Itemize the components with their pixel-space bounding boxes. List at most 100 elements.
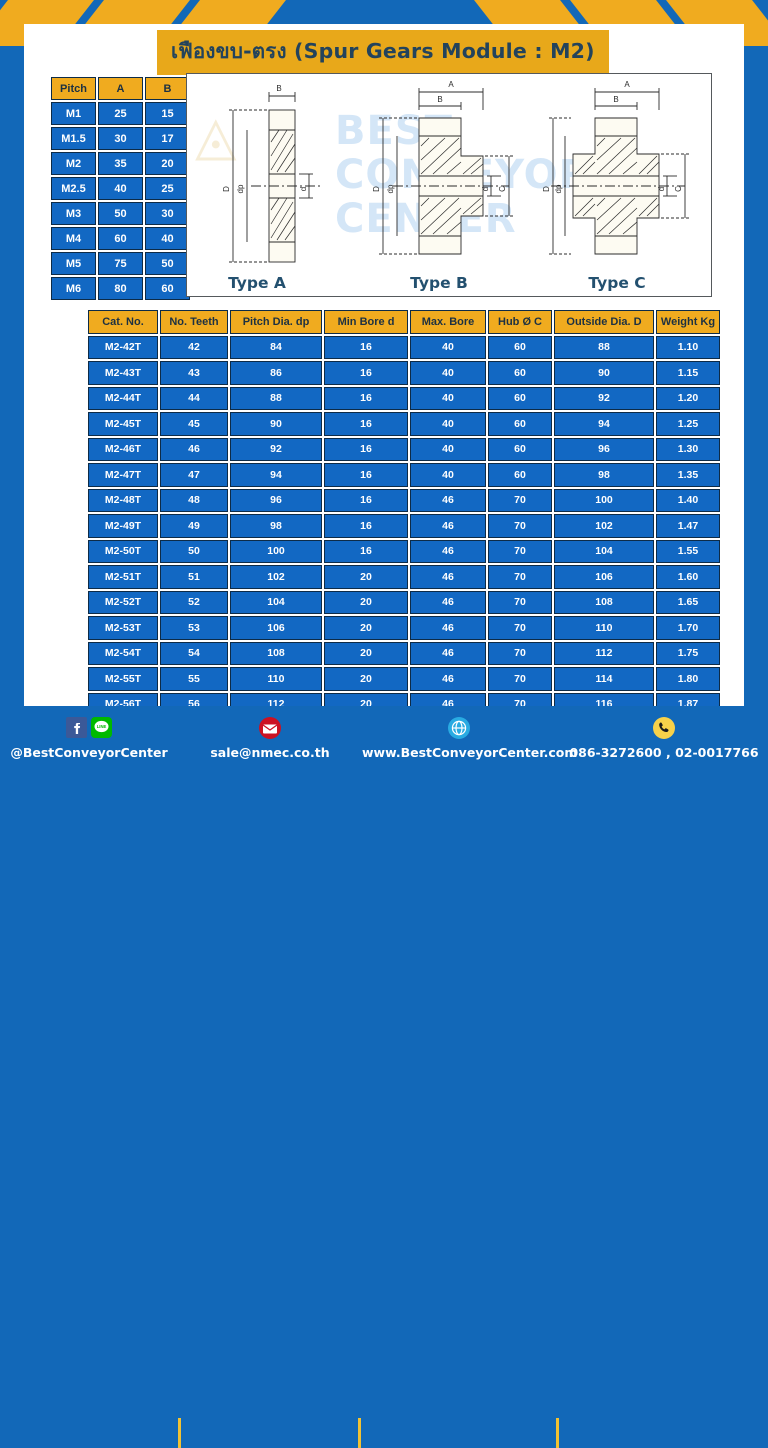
spec-cell: 1.10: [656, 335, 720, 359]
spec-cell: 102: [230, 565, 322, 589]
spec-cell: 98: [230, 514, 322, 538]
spec-cell: 52: [160, 590, 228, 614]
pitch-table-row: M2 35 20: [51, 152, 190, 175]
spec-cell: 70: [488, 616, 552, 640]
spec-cell: 1.15: [656, 361, 720, 385]
table-row: M2-48T 48 96 16 46 70 100 1.40: [88, 488, 720, 512]
specification-table: Cat. No. No. Teeth Pitch Dia. dp Min Bore d…: [86, 308, 722, 718]
phone-icon[interactable]: [652, 716, 676, 745]
spec-cell: 46: [410, 488, 486, 512]
phone-numbers[interactable]: 086-3272600 , 02-0017766: [569, 745, 759, 760]
table-row: M2-51T 51 102 20 46 70 106 1.60: [88, 565, 720, 589]
spec-cell: 40: [410, 412, 486, 436]
spec-cell: 94: [230, 463, 322, 487]
spec-cell: 54: [160, 641, 228, 665]
spec-cell: 47: [160, 463, 228, 487]
spec-cell: M2-50T: [88, 539, 158, 563]
spec-cell: 1.55: [656, 539, 720, 563]
spec-cell: 88: [554, 335, 654, 359]
spec-cell: 16: [324, 335, 408, 359]
spec-cell: 46: [410, 667, 486, 691]
spec-col-7: Weight Kg: [656, 310, 720, 334]
email-icon[interactable]: [258, 716, 282, 745]
spec-cell: 55: [160, 667, 228, 691]
svg-text:C: C: [674, 186, 683, 192]
spec-cell: 1.47: [656, 514, 720, 538]
line-icon[interactable]: LINE: [91, 717, 112, 743]
svg-text:d: d: [481, 187, 490, 191]
spec-col-3: Min Bore d: [324, 310, 408, 334]
globe-icon[interactable]: [447, 716, 471, 745]
footer-email[interactable]: sale@nmec.co.th: [182, 716, 358, 760]
facebook-handle[interactable]: @BestConveyorCenter: [10, 745, 168, 760]
spec-cell: 104: [230, 590, 322, 614]
email-address[interactable]: sale@nmec.co.th: [210, 745, 330, 760]
spec-cell: 60: [488, 386, 552, 410]
spec-cell: M2-54T: [88, 641, 158, 665]
spec-cell: 1.20: [656, 386, 720, 410]
pitch-table: Pitch A B M1 25 15 M1.5 30 17 M2 35 20 M2.5 40 25 M3…: [49, 75, 192, 302]
svg-text:LINE: LINE: [97, 724, 107, 729]
spec-cell: M2-55T: [88, 667, 158, 691]
pitch-col-a: A: [98, 77, 143, 100]
spec-cell: 102: [554, 514, 654, 538]
spec-cell: M2-45T: [88, 412, 158, 436]
svg-text:C: C: [498, 186, 507, 192]
spec-cell: M2-48T: [88, 488, 158, 512]
website-url[interactable]: www.BestConveyorCenter.com: [362, 745, 578, 760]
footer-social[interactable]: LINE @BestConveyorCenter: [0, 717, 178, 760]
pitch-col-pitch: Pitch: [51, 77, 96, 100]
spec-cell: 20: [324, 667, 408, 691]
spec-cell: 49: [160, 514, 228, 538]
spec-col-2: Pitch Dia. dp: [230, 310, 322, 334]
table-row: M2-54T 54 108 20 46 70 112 1.75: [88, 641, 720, 665]
spec-cell: 46: [410, 641, 486, 665]
svg-text:dp: dp: [386, 184, 395, 193]
spec-cell: 46: [410, 590, 486, 614]
type-c-label: Type C: [588, 274, 646, 292]
pitch-table-cell: 30: [98, 127, 143, 150]
spec-cell: M2-53T: [88, 616, 158, 640]
page-title: เฟืองขบ-ตรง (Spur Gears Module : M2): [157, 30, 609, 75]
spec-cell: 40: [410, 437, 486, 461]
pitch-table-cell: 25: [98, 102, 143, 125]
spec-cell: 20: [324, 616, 408, 640]
footer-phone[interactable]: 086-3272600 , 02-0017766: [560, 716, 768, 760]
svg-text:D: D: [542, 186, 551, 192]
type-a-label: Type A: [228, 274, 286, 292]
pitch-table-cell: M2: [51, 152, 96, 175]
spec-col-4: Max. Bore: [410, 310, 486, 334]
facebook-icon[interactable]: [66, 717, 87, 743]
spec-cell: 90: [230, 412, 322, 436]
spec-cell: 16: [324, 514, 408, 538]
spec-cell: 60: [488, 463, 552, 487]
spec-cell: 94: [554, 412, 654, 436]
spec-cell: 108: [230, 641, 322, 665]
spec-cell: 106: [230, 616, 322, 640]
spec-cell: 51: [160, 565, 228, 589]
table-row: M2-47T 47 94 16 40 60 98 1.35: [88, 463, 720, 487]
spec-cell: 96: [230, 488, 322, 512]
spec-cell: 16: [324, 488, 408, 512]
spec-cell: 46: [410, 565, 486, 589]
spec-cell: M2-49T: [88, 514, 158, 538]
pitch-table-cell: 80: [98, 277, 143, 300]
spec-cell: 46: [160, 437, 228, 461]
spec-cell: 46: [410, 539, 486, 563]
spec-cell: 53: [160, 616, 228, 640]
spec-col-5: Hub Ø C: [488, 310, 552, 334]
spec-cell: 20: [324, 641, 408, 665]
spec-col-6: Outside Dia. D: [554, 310, 654, 334]
pitch-table-cell: 60: [98, 227, 143, 250]
spec-cell: 45: [160, 412, 228, 436]
gear-diagram-panel: ◬ BEST CONVEYOR CENTER: [186, 73, 712, 297]
spec-cell: 112: [554, 641, 654, 665]
spec-cell: M2-46T: [88, 437, 158, 461]
footer-website[interactable]: www.BestConveyorCenter.com: [362, 716, 578, 760]
table-row: M2-50T 50 100 16 46 70 104 1.55: [88, 539, 720, 563]
spec-cell: 70: [488, 667, 552, 691]
spec-cell: 1.35: [656, 463, 720, 487]
spec-cell: M2-47T: [88, 463, 158, 487]
spec-cell: 16: [324, 463, 408, 487]
pitch-table-cell: 17: [145, 127, 190, 150]
